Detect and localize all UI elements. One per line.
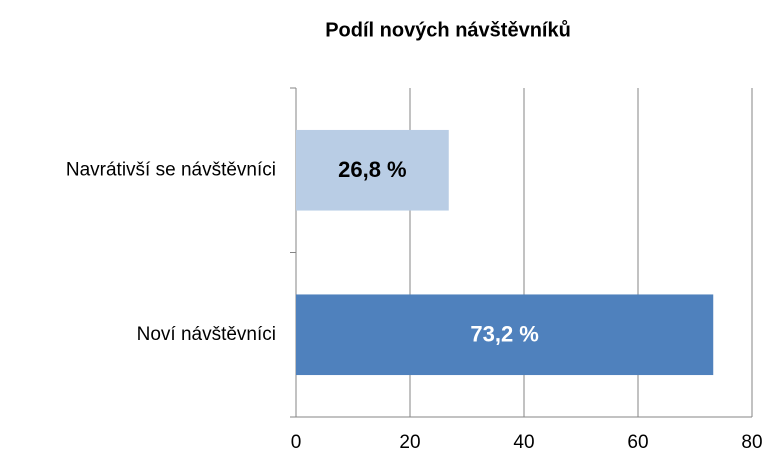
x-tick-label: 40 — [513, 432, 534, 453]
chart-title: Podíl nových návštěvníků — [325, 19, 571, 41]
y-tick-label: Noví návštěvníci — [137, 324, 276, 345]
x-tick-label: 20 — [399, 432, 420, 453]
bar — [296, 129, 449, 211]
x-tick-label: 80 — [741, 432, 762, 453]
bar — [296, 294, 714, 376]
x-tick-label: 0 — [291, 432, 302, 453]
value-label: 26,8 % — [338, 157, 407, 182]
x-tick-label: 60 — [627, 432, 648, 453]
value-label: 73,2 % — [470, 322, 539, 347]
y-tick-label: Navrátivší se návštěvníci — [66, 159, 276, 180]
